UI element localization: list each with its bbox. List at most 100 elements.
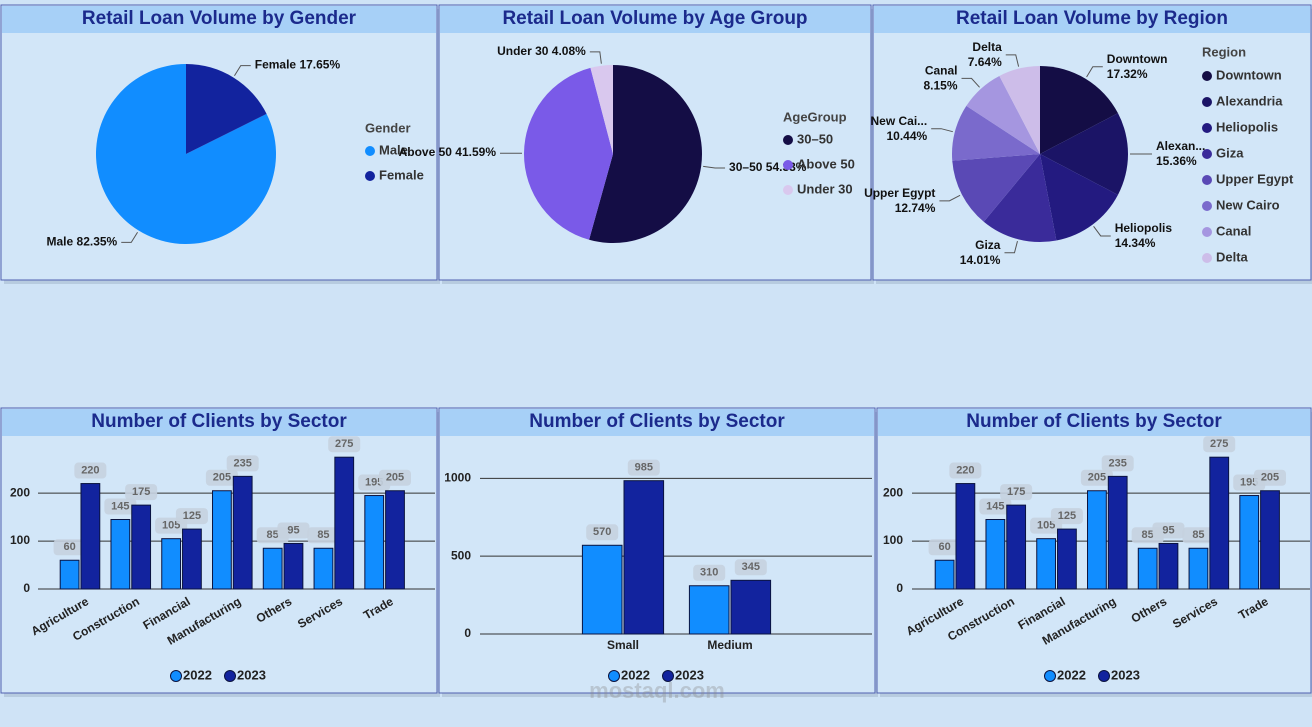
data-label-box — [1182, 527, 1215, 544]
pie-slice — [983, 154, 1057, 242]
bar — [581, 544, 623, 635]
bar — [1137, 547, 1158, 590]
bar — [1036, 538, 1057, 590]
legend-label: Female — [379, 167, 424, 182]
data-label: 205 — [1261, 472, 1279, 484]
legend-marker — [783, 135, 793, 145]
bar — [110, 519, 131, 590]
title-band — [874, 6, 1310, 33]
legend-marker — [1202, 227, 1212, 237]
legend-label: 2022 — [183, 667, 212, 682]
legend-label: Downtown — [1216, 67, 1282, 82]
bar — [934, 559, 955, 590]
data-label-value: 14.01% — [960, 253, 1001, 267]
data-label: 30–50 54.33% — [729, 160, 807, 174]
data-label-name: Male — [47, 235, 74, 249]
title-band — [440, 6, 870, 33]
legend-marker — [1202, 71, 1212, 81]
legend-marker — [170, 670, 182, 682]
bar — [334, 456, 355, 590]
data-label: 125 — [183, 510, 201, 522]
data-label-value: 10.44% — [886, 129, 927, 143]
data-label-box — [226, 455, 259, 472]
pie-slice — [524, 67, 613, 240]
data-label: 310 — [700, 567, 718, 579]
bar — [131, 504, 152, 590]
data-label-name: Upper Egypt — [864, 186, 935, 200]
y-tick-label: 0 — [464, 626, 471, 640]
data-label-value: 14.34% — [1115, 236, 1156, 250]
pie-slice — [999, 66, 1040, 154]
pie-slice — [589, 65, 703, 244]
data-label-box — [1203, 436, 1236, 453]
data-label-name: New Cai... — [871, 114, 928, 128]
legend-marker — [365, 171, 375, 181]
title-band — [878, 409, 1310, 436]
legend-marker — [224, 670, 236, 682]
data-label-value: 17.65% — [299, 58, 340, 72]
data-label-box — [104, 498, 137, 515]
data-label: 125 — [1058, 510, 1076, 522]
pie-slice — [1040, 66, 1118, 154]
bar — [623, 480, 665, 635]
data-label: 95 — [1162, 524, 1174, 536]
data-label-name: Downtown — [1107, 52, 1168, 66]
data-label-box — [693, 564, 726, 581]
data-label-name: Canal — [925, 64, 958, 78]
legend-marker — [1202, 149, 1212, 159]
data-label-box — [1080, 469, 1113, 486]
data-label: Under 30 4.08% — [497, 44, 586, 58]
data-label-name: Alexan... — [1156, 139, 1205, 153]
data-label: 105 — [1037, 520, 1055, 532]
data-label-name: 30–50 — [729, 160, 763, 174]
data-label-box — [1152, 522, 1185, 539]
data-label-box — [53, 539, 86, 556]
data-label-box — [379, 469, 412, 486]
data-label: 235 — [1109, 457, 1127, 469]
data-label: 95 — [287, 524, 299, 536]
y-tick-label: 200 — [883, 485, 903, 499]
bar — [955, 483, 976, 590]
bar — [985, 519, 1006, 590]
data-label: Above 50 41.59% — [399, 145, 497, 159]
bar — [1087, 490, 1107, 590]
legend-marker — [1202, 201, 1212, 211]
data-label: 205 — [1088, 472, 1106, 484]
legend-label: Canal — [1216, 223, 1251, 238]
leader-line — [1093, 226, 1111, 237]
data-label-value: 4.08% — [552, 44, 586, 58]
legend-label: Under 30 — [797, 181, 853, 196]
bar — [212, 490, 232, 590]
data-label: 205 — [386, 472, 404, 484]
bar — [1107, 475, 1128, 590]
title-band — [2, 6, 436, 33]
y-tick-label: 200 — [10, 485, 30, 499]
bar — [1260, 490, 1280, 590]
data-label-box — [1101, 455, 1134, 472]
legend-marker — [1202, 175, 1212, 185]
legend-label: Upper Egypt — [1216, 171, 1294, 186]
chart-title: Number of Clients by Sector — [91, 411, 347, 432]
y-tick-label: 100 — [883, 533, 903, 547]
x-tick-label: Small — [607, 638, 639, 652]
data-label: Male 82.35% — [47, 235, 118, 249]
legend-marker — [783, 185, 793, 195]
bar — [1006, 504, 1027, 590]
y-tick-label: 0 — [896, 581, 903, 595]
data-label-value: 15.36% — [1156, 154, 1197, 168]
legend-title: Region — [1202, 44, 1246, 59]
y-tick-label: 500 — [451, 548, 471, 562]
bar — [1239, 495, 1260, 590]
x-tick-label: Medium — [707, 638, 752, 652]
data-label-name: Female — [255, 58, 297, 72]
bar — [688, 585, 730, 635]
bar — [283, 542, 304, 590]
data-label: 205 — [213, 472, 231, 484]
bar — [1057, 528, 1077, 590]
legend-marker — [1202, 253, 1212, 263]
pie-slice — [952, 154, 1040, 222]
chart-title: Retail Loan Volume by Age Group — [502, 8, 807, 29]
data-label-value: 8.15% — [923, 79, 957, 93]
chart-title: Retail Loan Volume by Gender — [82, 8, 357, 29]
